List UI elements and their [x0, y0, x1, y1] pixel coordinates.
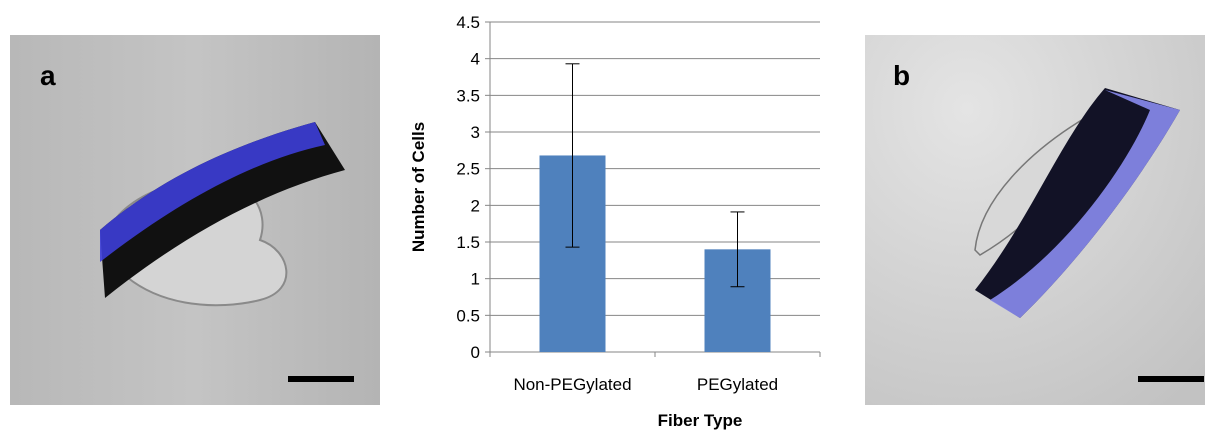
x-tick-label: PEGylated [697, 375, 778, 394]
micrograph-a [10, 35, 380, 405]
y-tick-label: 4 [471, 50, 480, 69]
y-tick-label: 4.5 [456, 13, 480, 32]
figure: a b Fiber Type Number of Cells 0 0.5 1 1.5 2… [0, 0, 1218, 436]
y-tick-label: 3 [471, 123, 480, 142]
y-tick-label: 0.5 [456, 306, 480, 325]
x-tick-label: Non-PEGylated [513, 375, 631, 394]
y-tick-label: 3.5 [456, 86, 480, 105]
y-tick-label: 0 [471, 343, 480, 362]
y-tick-label: 2.5 [456, 160, 480, 179]
panel-label: b [893, 60, 910, 91]
y-tick-label: 1 [471, 270, 480, 289]
micrograph-b [865, 35, 1205, 405]
y-axis-title: Number of Cells [409, 122, 428, 252]
y-tick-label: 2 [471, 196, 480, 215]
panel-label: a [40, 60, 56, 91]
chart: Fiber Type Number of Cells 0 0.5 1 1.5 2 2.5 3… [409, 13, 820, 430]
x-axis-title: Fiber Type [658, 411, 743, 430]
y-tick-label: 1.5 [456, 233, 480, 252]
